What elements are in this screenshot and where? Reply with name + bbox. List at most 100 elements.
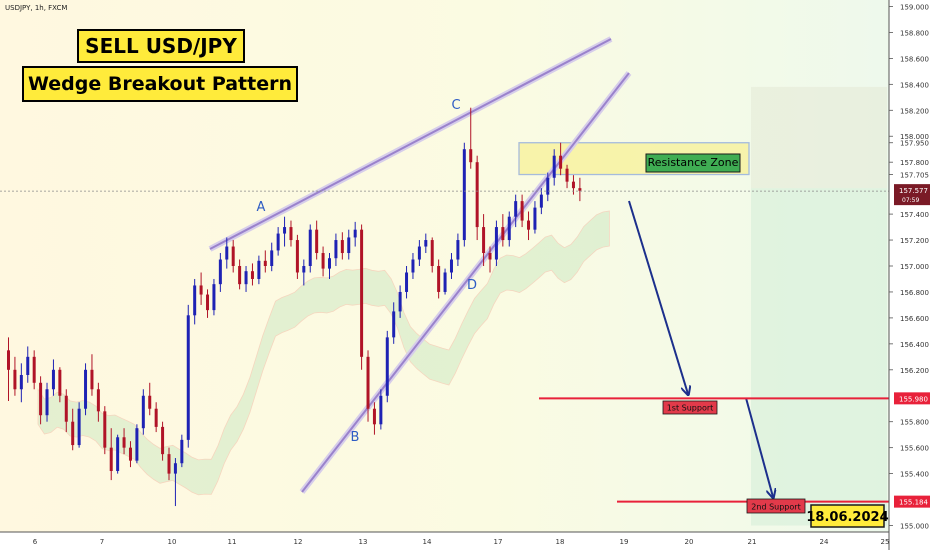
x-tick-label: 6	[33, 538, 38, 546]
candle-body	[488, 253, 492, 260]
second-support-label-box	[746, 498, 806, 514]
candle-body	[103, 411, 107, 448]
wedge-upper-line	[209, 38, 612, 250]
candle-body	[443, 272, 447, 292]
candle-body	[96, 389, 100, 412]
candle-body	[340, 240, 344, 254]
candle-body	[148, 395, 152, 409]
wedge-lines	[208, 36, 632, 494]
y-tick-label: 156.200	[900, 367, 929, 375]
candle-body	[51, 369, 55, 390]
arrow-to-second-support	[745, 397, 773, 497]
candle-body	[372, 408, 376, 425]
candle-body	[507, 216, 511, 241]
point-label-d: D	[467, 278, 477, 293]
candle-body	[527, 220, 531, 230]
candle-body	[122, 437, 126, 448]
forecast-lower-zone	[751, 188, 887, 526]
x-tick-label: 10	[168, 538, 177, 546]
x-tick-label: 25	[881, 538, 890, 546]
candle-body	[347, 237, 351, 254]
x-tick-label: 12	[294, 538, 303, 546]
candle-body	[186, 315, 190, 440]
candle-body	[449, 259, 453, 273]
wedge-lower-line	[301, 72, 630, 493]
point-label-b: B	[351, 430, 360, 445]
candle-body	[84, 369, 88, 409]
y-tick-label: 156.400	[900, 341, 929, 349]
current-price-countdown: 07:59	[902, 197, 919, 204]
candle-body	[295, 240, 299, 273]
chart-subtitle: Wedge Breakout Pattern	[22, 66, 298, 102]
chart-title: SELL USD/JPY	[77, 29, 245, 63]
candle-body	[283, 227, 287, 234]
x-tick-label: 17	[494, 538, 503, 546]
candle-body	[392, 311, 396, 338]
candle-body	[45, 389, 49, 416]
candle-body	[231, 246, 235, 266]
candle-body	[385, 337, 389, 396]
x-tick-label: 19	[620, 538, 629, 546]
point-label-a: A	[257, 200, 266, 215]
current-price-tag	[894, 184, 930, 206]
candle-body	[462, 149, 466, 241]
candle-body	[77, 408, 81, 446]
candle-body	[238, 266, 242, 285]
y-tick-label: 157.950	[900, 140, 929, 148]
candle-body	[328, 258, 331, 269]
x-tick-label: 7	[100, 538, 104, 546]
candle-body	[398, 291, 402, 312]
candle-body	[424, 240, 428, 247]
y-tick-label: 157.200	[900, 237, 929, 245]
y-tick-label: 158.600	[900, 55, 929, 63]
candle-body	[482, 227, 486, 254]
y-tick-label: 159.000	[900, 3, 929, 11]
candle-body	[206, 294, 210, 311]
y-tick-label: 158.000	[900, 133, 929, 141]
candle-body	[289, 227, 293, 241]
candle-body	[167, 454, 171, 474]
x-tick-label: 11	[228, 538, 237, 546]
y-tick-label: 157.705	[900, 172, 929, 180]
y-tick-label: 157.800	[900, 159, 929, 167]
support-price-tag-label: 155.184	[899, 499, 928, 507]
candle-body	[302, 266, 306, 273]
resistance-label: Resistance Zone	[648, 156, 739, 169]
date-box	[810, 504, 885, 528]
candle-body	[244, 271, 248, 285]
candle-body	[514, 201, 518, 217]
candle-body	[173, 463, 177, 474]
arrow-to-first-support	[628, 200, 688, 394]
x-tick-label: 20	[685, 538, 694, 546]
candle-body	[501, 227, 505, 241]
candle-body	[180, 439, 184, 464]
forecast-zone	[751, 86, 887, 526]
candle-body	[257, 260, 261, 279]
second-support-label: 2nd Support	[751, 503, 800, 512]
y-tick-label: 158.400	[900, 81, 929, 89]
candle-body	[276, 233, 280, 251]
y-axis-panel	[889, 0, 932, 550]
candle-body	[19, 374, 23, 390]
candle-body	[552, 155, 556, 178]
y-tick-label: 155.000	[900, 523, 929, 531]
candle-body	[116, 437, 120, 472]
candle-body	[7, 350, 10, 370]
point-label-c: C	[451, 98, 460, 113]
candle-body	[475, 162, 479, 228]
candle-body	[263, 260, 267, 266]
candle-body	[39, 382, 43, 416]
candle-body	[353, 229, 357, 238]
candle-body	[141, 395, 145, 429]
candle-body	[417, 246, 421, 260]
x-tick-label: 24	[820, 538, 829, 546]
candle-body	[154, 408, 158, 427]
support-price-tag	[894, 495, 930, 508]
y-tick-label: 156.800	[900, 289, 929, 297]
candle-body	[437, 266, 441, 292]
support-price-tag	[894, 392, 930, 405]
candle-body	[334, 240, 338, 259]
x-axis-panel	[0, 532, 889, 550]
candle-body	[405, 272, 409, 292]
